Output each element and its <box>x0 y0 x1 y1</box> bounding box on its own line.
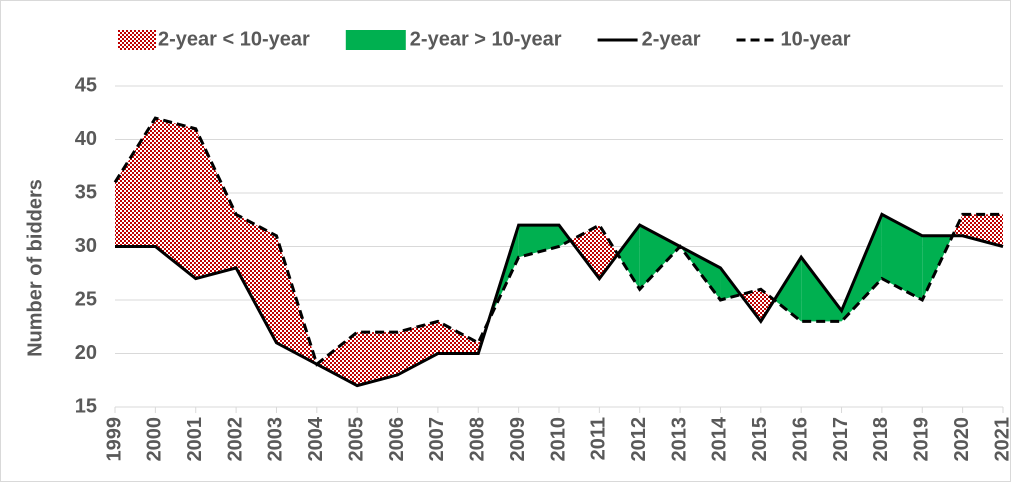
x-tick-label: 1999 <box>103 417 125 462</box>
x-tick-label: 2015 <box>749 417 771 462</box>
x-tick-label: 2000 <box>144 417 166 462</box>
y-tick-label: 20 <box>75 342 97 364</box>
fill-area <box>599 225 618 279</box>
legend-label: 2-year < 10-year <box>158 28 310 50</box>
x-tick-label: 2009 <box>507 417 529 462</box>
x-tick-label: 2004 <box>305 416 327 461</box>
fill-area <box>774 257 802 322</box>
x-tick-label: 2010 <box>547 417 569 462</box>
x-tick-label: 2019 <box>911 417 933 462</box>
fill-area <box>881 214 923 300</box>
line-series <box>115 212 1004 388</box>
fill-area <box>639 225 681 290</box>
x-tick-label: 2006 <box>386 417 408 462</box>
x-tick-label: 2005 <box>345 417 367 462</box>
y-tick-label: 35 <box>75 181 97 203</box>
fill-area <box>397 321 438 375</box>
x-tick-label: 2013 <box>668 417 690 462</box>
y-tick-label: 30 <box>75 235 97 257</box>
x-tick-label: 2020 <box>951 417 973 462</box>
x-tick-label: 2016 <box>789 417 811 462</box>
x-tick-label: 2003 <box>265 417 287 462</box>
legend-label: 2-year <box>642 28 701 50</box>
fill-area <box>195 128 237 279</box>
legend-swatch <box>345 30 406 50</box>
legend-label: 2-year > 10-year <box>410 28 562 50</box>
x-tick-label: 2017 <box>830 417 852 462</box>
y-axis-label: Number of bidders <box>24 179 46 357</box>
fill-area <box>357 332 398 386</box>
fill-area <box>518 225 559 258</box>
x-tick-label: 2018 <box>870 417 892 462</box>
x-tick-label: 2011 <box>588 417 610 460</box>
legend-label: 10-year <box>781 28 851 50</box>
fill-area <box>570 225 600 279</box>
fill-area <box>316 332 358 386</box>
fill-area <box>155 118 196 279</box>
x-tick-label: 2021 <box>991 417 1011 462</box>
x-tick-label: 2002 <box>224 417 246 462</box>
legend-swatch <box>118 30 156 50</box>
x-tick-label: 2012 <box>628 417 650 462</box>
x-tick-label: 2014 <box>709 416 731 461</box>
x-tick-label: 2007 <box>426 417 448 462</box>
fill-area <box>617 225 640 290</box>
x-tick-label: 2001 <box>184 417 206 462</box>
y-tick-label: 45 <box>75 74 97 96</box>
legend: 2-year < 10-year 2-year > 10-year 2-year 10… <box>118 28 851 50</box>
line-series <box>113 116 1003 367</box>
y-tick-label: 25 <box>75 288 97 310</box>
fill-area <box>801 257 842 322</box>
x-tick-label: 2008 <box>467 417 489 462</box>
y-tick-label: 15 <box>75 395 97 417</box>
fill-area <box>236 214 277 343</box>
fill-area <box>115 118 156 247</box>
y-tick-label: 40 <box>75 128 97 150</box>
fill-area <box>437 321 479 354</box>
